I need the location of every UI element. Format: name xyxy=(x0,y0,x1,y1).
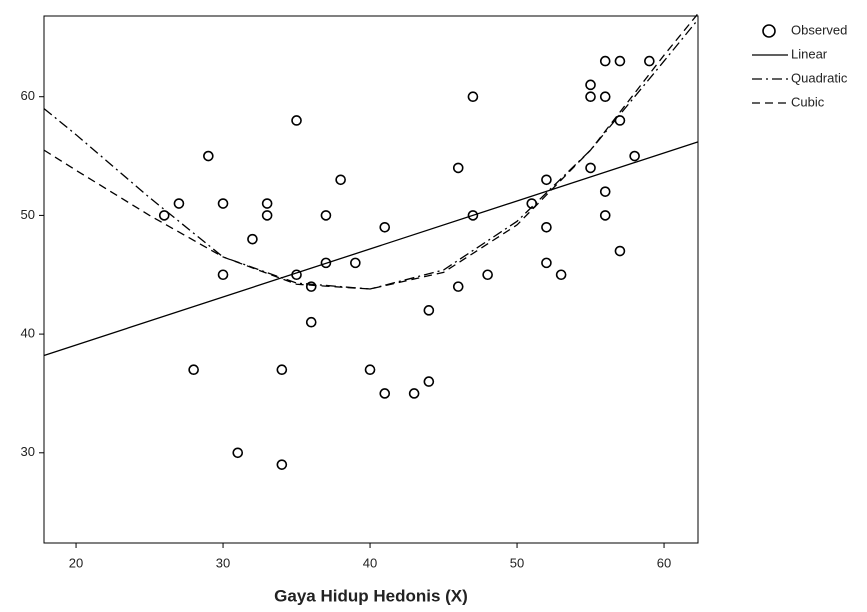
point xyxy=(629,150,640,162)
point xyxy=(482,269,493,281)
fit-line xyxy=(43,141,699,357)
x-tick-label: 20 xyxy=(69,555,83,570)
point xyxy=(276,459,288,470)
point xyxy=(644,55,655,67)
point xyxy=(599,186,611,197)
point xyxy=(305,281,317,292)
point xyxy=(335,174,346,186)
point xyxy=(379,221,391,233)
point xyxy=(217,269,229,281)
point xyxy=(247,233,258,245)
point xyxy=(452,281,464,292)
point xyxy=(379,388,391,399)
point xyxy=(452,162,464,174)
x-axis-label: Gaya Hidup Hedonis (X) xyxy=(274,586,468,605)
point xyxy=(173,198,185,209)
point xyxy=(276,364,288,376)
point xyxy=(203,150,214,162)
point xyxy=(291,115,302,126)
fit-line xyxy=(43,13,699,290)
legend-label: Quadratic xyxy=(791,70,848,85)
legend-label: Cubic xyxy=(791,94,825,109)
point xyxy=(467,91,479,103)
point xyxy=(158,210,170,221)
x-tick-label: 60 xyxy=(657,555,671,570)
legend-symbol xyxy=(762,24,776,38)
point xyxy=(305,316,317,328)
x-tick-label: 30 xyxy=(216,555,230,570)
point xyxy=(232,447,244,459)
point xyxy=(614,245,626,257)
point xyxy=(614,55,626,67)
point xyxy=(541,174,552,186)
point xyxy=(408,388,420,399)
point xyxy=(350,257,361,269)
point xyxy=(599,55,611,67)
x-tick-label: 50 xyxy=(510,555,524,570)
fit-line xyxy=(43,19,699,290)
point xyxy=(320,257,332,269)
point xyxy=(261,198,273,209)
point xyxy=(188,364,199,376)
legend-label: Linear xyxy=(791,46,828,61)
point xyxy=(364,364,376,376)
y-tick-label: 50 xyxy=(21,207,35,222)
point xyxy=(541,221,552,233)
point xyxy=(423,305,435,316)
point xyxy=(555,269,567,281)
point xyxy=(585,162,596,174)
point xyxy=(541,257,552,269)
point xyxy=(261,210,273,221)
point xyxy=(217,198,229,209)
point xyxy=(585,91,596,103)
point xyxy=(599,91,611,103)
y-tick-label: 60 xyxy=(21,88,35,103)
plot-frame xyxy=(43,15,699,544)
y-tick-label: 30 xyxy=(21,444,35,459)
point xyxy=(423,376,435,387)
point xyxy=(585,79,596,91)
x-tick-label: 40 xyxy=(363,555,377,570)
point xyxy=(320,210,332,221)
legend-label: Observed xyxy=(791,22,847,37)
point xyxy=(467,210,479,221)
y-tick-label: 40 xyxy=(21,326,35,341)
point xyxy=(599,210,611,221)
